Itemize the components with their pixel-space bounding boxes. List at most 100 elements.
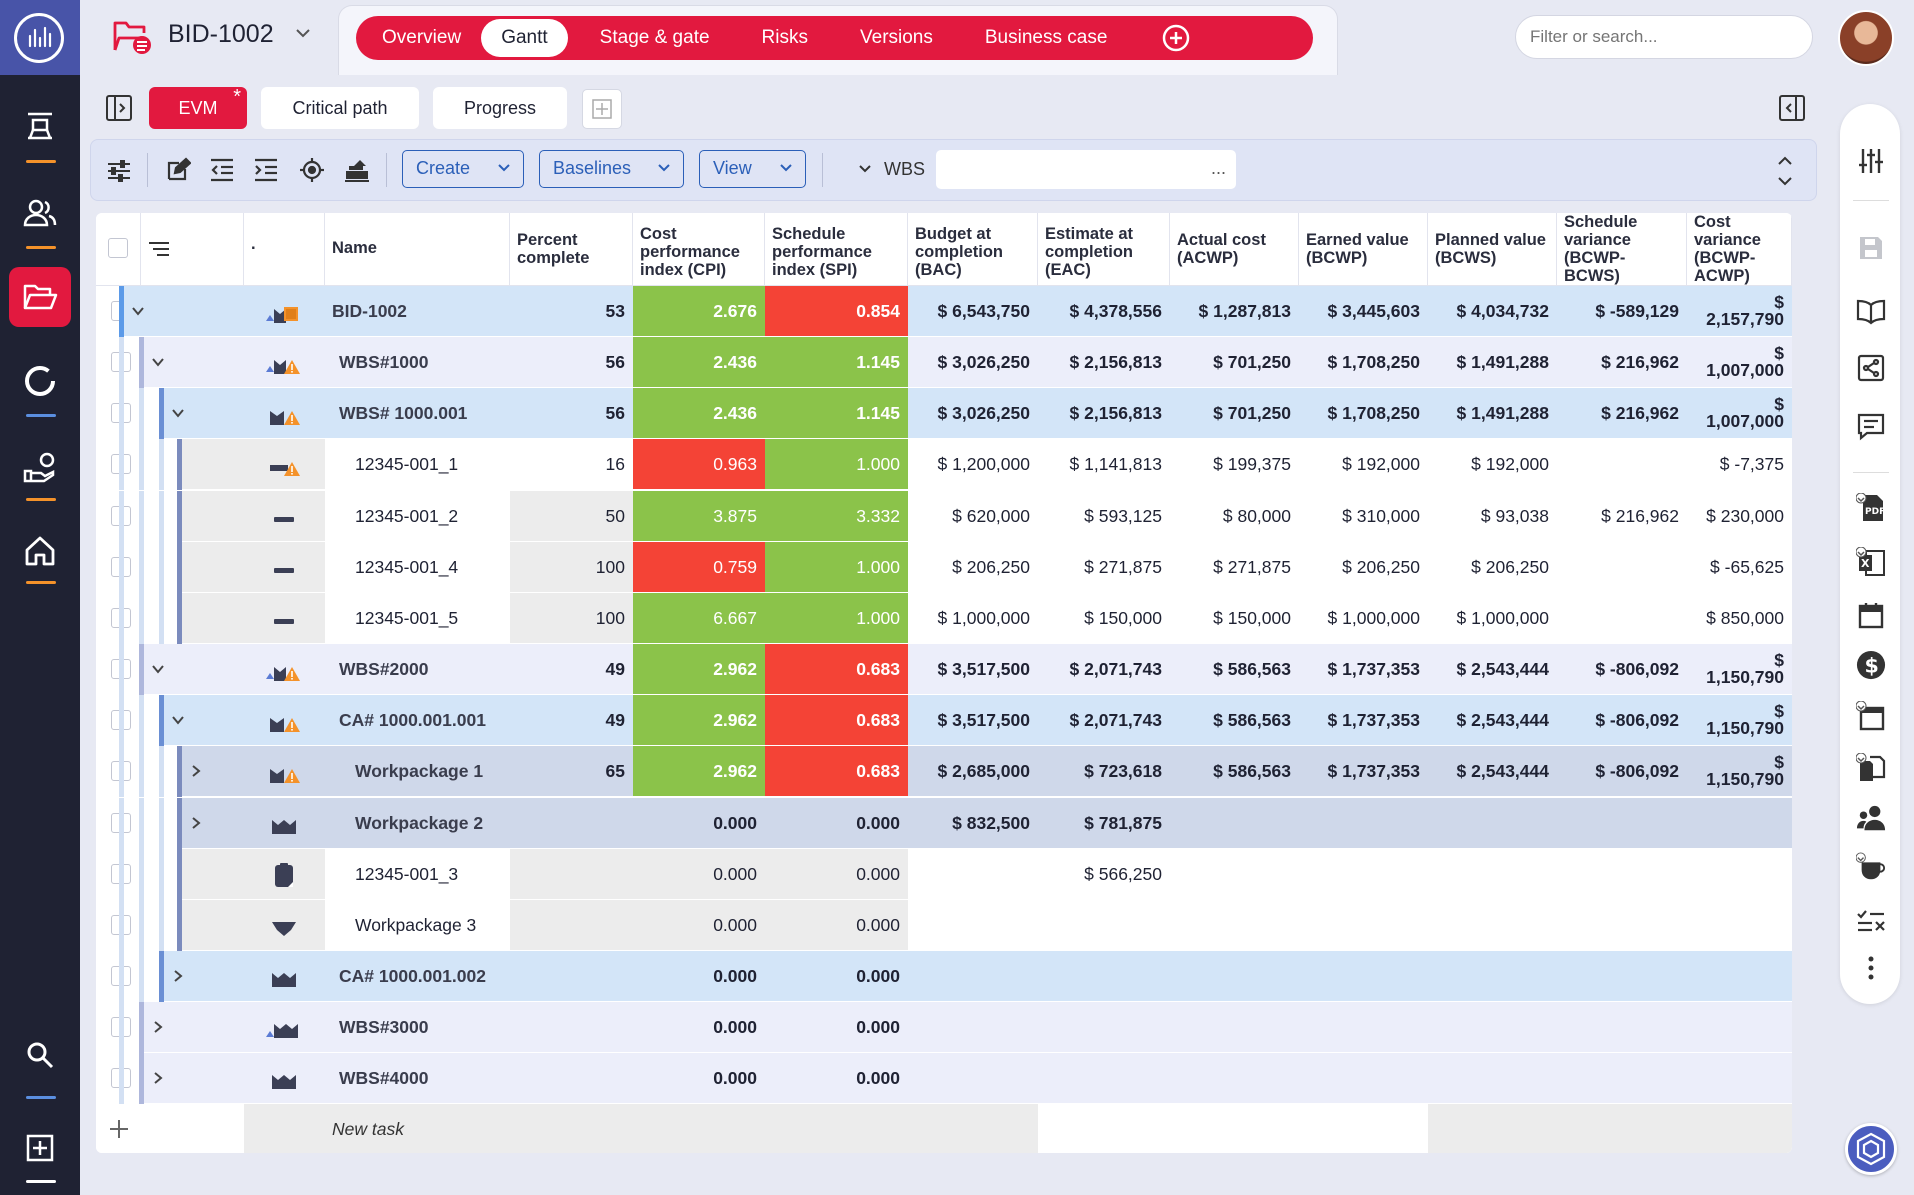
add-subtab-button[interactable]: [582, 89, 622, 129]
baselines-dropdown[interactable]: Baselines: [539, 150, 684, 188]
table-row[interactable]: 12345-001_5 100 6.667 1.000 $ 1,000,000 $ 150…: [96, 592, 1792, 644]
hierarchy-icon[interactable]: [148, 241, 170, 257]
baseline-chart-icon[interactable]: [343, 156, 371, 189]
table-row[interactable]: CA# 1000.001.002 0.000 0.000: [96, 950, 1792, 1002]
excel-export-icon[interactable]: X: [1856, 547, 1886, 577]
nav-people[interactable]: [9, 183, 71, 243]
table-row[interactable]: WBS#4000 0.000 0.000: [96, 1053, 1792, 1105]
search-input[interactable]: [1515, 15, 1813, 59]
resource-icon[interactable]: [1856, 852, 1886, 882]
tab-versions[interactable]: Versions: [860, 27, 933, 48]
table-row[interactable]: BID-1002 53 2.676 0.854 $ 6,543,750 $ 4,378,5…: [96, 286, 1792, 337]
tab-business-case[interactable]: Business case: [984, 27, 1108, 48]
tab-gantt[interactable]: Gantt: [481, 19, 568, 57]
task-name[interactable]: CA# 1000.001.001: [325, 695, 510, 746]
table-row[interactable]: CA# 1000.001.001 49 2.962 0.683 $ 3,517,500 $…: [96, 695, 1792, 747]
col-header-bac[interactable]: Budget at completion (BAC): [908, 213, 1038, 286]
task-name[interactable]: WBS#3000: [325, 1002, 510, 1053]
table-row[interactable]: WBS#3000 0.000 0.000: [96, 1002, 1792, 1054]
plus-icon[interactable]: [108, 1118, 130, 1145]
table-row[interactable]: WBS# 1000.001 56 2.436 1.145 $ 3,026,250 $ 2,…: [96, 388, 1792, 440]
dollar-icon[interactable]: $: [1856, 650, 1886, 680]
task-name[interactable]: BID-1002: [325, 286, 510, 336]
tab-risks[interactable]: Risks: [761, 27, 808, 48]
col-header-eac[interactable]: Estimate at completion (EAC): [1038, 213, 1170, 286]
table-row[interactable]: Workpackage 3 0.000 0.000: [96, 899, 1792, 951]
col-header-cost-variance[interactable]: Cost variance (BCWP-ACWP): [1687, 213, 1792, 286]
subtab-progress[interactable]: Progress: [433, 87, 567, 129]
col-header-cpi[interactable]: Cost performance index (CPI): [633, 213, 765, 286]
collapse-chevron-icon[interactable]: [151, 662, 165, 676]
checklist-icon[interactable]: [1856, 906, 1886, 936]
table-row[interactable]: 12345-001_3 0.000 0.000 $ 566,250: [96, 848, 1792, 900]
document-export-icon[interactable]: [1856, 753, 1886, 783]
new-task-input[interactable]: New task: [325, 1104, 633, 1153]
expand-chevron-icon[interactable]: [189, 764, 203, 778]
right-panel-toggle-icon[interactable]: [1778, 94, 1806, 127]
col-header-schedule-variance[interactable]: Schedule variance (BCWP-BCWS): [1557, 213, 1687, 286]
more-icon[interactable]: ...: [1210, 158, 1226, 178]
task-name[interactable]: Workpackage 2: [325, 797, 510, 848]
team-icon[interactable]: [1856, 803, 1886, 833]
more-vertical-icon[interactable]: [1856, 953, 1886, 983]
nav-add[interactable]: [9, 1118, 71, 1178]
task-name[interactable]: WBS# 1000.001: [325, 388, 510, 439]
calendar-icon[interactable]: [1856, 600, 1886, 630]
col-header-percent[interactable]: Percent complete: [510, 213, 633, 286]
col-header-type[interactable]: .: [244, 213, 325, 286]
task-name[interactable]: 12345-001_3: [325, 848, 510, 899]
nav-search[interactable]: [9, 1025, 71, 1085]
task-name[interactable]: WBS#2000: [325, 644, 510, 695]
table-row[interactable]: Workpackage 1 65 2.962 0.683 $ 2,685,000 $ 72…: [96, 746, 1792, 798]
task-name[interactable]: 12345-001_4: [325, 541, 510, 592]
edit-icon[interactable]: [165, 157, 192, 188]
col-header-bcwp[interactable]: Earned value (BCWP): [1299, 213, 1428, 286]
chevron-down-icon[interactable]: [857, 161, 873, 182]
expand-collapse-icon[interactable]: [1776, 155, 1794, 192]
collapse-chevron-icon[interactable]: [171, 713, 185, 727]
table-row[interactable]: Workpackage 2 0.000 0.000 $ 832,500 $ 781,87…: [96, 797, 1792, 849]
sliders-icon[interactable]: [106, 158, 132, 189]
subtab-critical-path[interactable]: Critical path: [261, 87, 419, 129]
book-icon[interactable]: [1856, 296, 1886, 326]
task-name[interactable]: Workpackage 3: [325, 899, 510, 950]
task-name[interactable]: Workpackage 1: [325, 746, 510, 797]
table-row[interactable]: WBS#2000 49 2.962 0.683 $ 3,517,500 $ 2,071,7…: [96, 644, 1792, 696]
table-row[interactable]: 12345-001_2 50 3.875 3.332 $ 620,000 $ 593,12…: [96, 490, 1792, 542]
share-icon[interactable]: [1856, 353, 1886, 383]
task-name[interactable]: WBS#1000: [325, 337, 510, 388]
assistant-button[interactable]: [1845, 1123, 1897, 1175]
task-name[interactable]: CA# 1000.001.002: [325, 950, 510, 1001]
tab-stage-gate[interactable]: Stage & gate: [599, 27, 710, 48]
expand-chevron-icon[interactable]: [151, 1071, 165, 1085]
wbs-filter-input[interactable]: ...: [936, 150, 1236, 189]
indent-icon[interactable]: [253, 157, 279, 188]
settings-sliders-icon[interactable]: [1856, 146, 1886, 176]
expand-chevron-icon[interactable]: [189, 816, 203, 830]
table-row[interactable]: 12345-001_1 16 0.963 1.000 $ 1,200,000 $ 1,14…: [96, 439, 1792, 491]
create-dropdown[interactable]: Create: [402, 150, 524, 188]
task-name[interactable]: 12345-001_5: [325, 592, 510, 643]
task-name[interactable]: 12345-001_1: [325, 439, 510, 490]
expand-chevron-icon[interactable]: [171, 969, 185, 983]
subtab-evm[interactable]: EVM *: [149, 86, 247, 129]
add-tab-icon[interactable]: [1161, 23, 1191, 53]
user-avatar[interactable]: [1838, 10, 1894, 66]
expand-chevron-icon[interactable]: [151, 1020, 165, 1034]
collapse-chevron-icon[interactable]: [131, 304, 145, 318]
table-row[interactable]: WBS#1000 56 2.436 1.145 $ 3,026,250 $ 2,156,8…: [96, 337, 1792, 389]
target-icon[interactable]: [299, 157, 325, 188]
task-name[interactable]: WBS#4000: [325, 1053, 510, 1104]
panel-toggle-icon[interactable]: [105, 94, 133, 127]
collapse-chevron-icon[interactable]: [151, 355, 165, 369]
comment-icon[interactable]: [1856, 412, 1886, 442]
nav-projects[interactable]: [9, 267, 71, 327]
outdent-icon[interactable]: [209, 157, 235, 188]
select-all-checkbox[interactable]: [108, 238, 128, 258]
nav-reports[interactable]: [9, 351, 71, 411]
pdf-export-icon[interactable]: PDF: [1856, 493, 1886, 523]
col-header-bcws[interactable]: Planned value (BCWS): [1428, 213, 1557, 286]
col-header-acwp[interactable]: Actual cost (ACWP): [1170, 213, 1299, 286]
col-header-spi[interactable]: Schedule performance index (SPI): [765, 213, 908, 286]
view-dropdown[interactable]: View: [699, 150, 806, 188]
